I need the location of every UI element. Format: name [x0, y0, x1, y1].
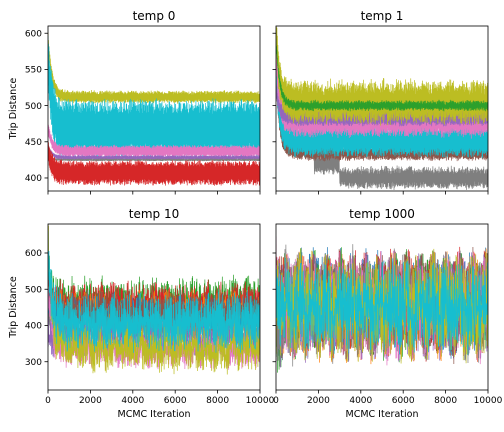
series-line-chain-purple	[48, 143, 260, 161]
plot-frame	[47, 25, 261, 192]
x-tick-label: 4000	[349, 396, 372, 406]
x-tick-label: 10000	[474, 396, 503, 406]
x-axis-label: MCMC Iteration	[346, 409, 419, 420]
series-line-chain-cyan	[48, 36, 260, 160]
x-tick-label: 2000	[79, 396, 102, 406]
traces	[276, 26, 488, 190]
x-tick-label: 8000	[206, 396, 229, 406]
x-tick-label: 8000	[434, 396, 457, 406]
series-line-chain-cyan	[276, 258, 488, 356]
series-line-chain-olive	[48, 32, 260, 104]
y-tick-label: 300	[25, 358, 42, 368]
series-line-chain-gray	[48, 155, 260, 162]
panel-temp-0: temp 0 400 450 500 550 600 Trip Distance	[8, 9, 261, 195]
x-tick-label: 0	[45, 396, 51, 406]
x-tick-label: 10000	[246, 396, 275, 406]
plot-frame	[275, 223, 489, 391]
x-axis-label: MCMC Iteration	[118, 409, 191, 420]
y-axis-label: Trip Distance	[8, 276, 19, 339]
y-tick-label: 400	[25, 322, 42, 332]
panel-title: temp 1	[361, 9, 404, 23]
series-line-chain-brown	[48, 288, 260, 333]
panel-title: temp 0	[133, 9, 176, 23]
traces	[276, 236, 488, 373]
plot-frame	[47, 223, 261, 391]
series-line-chain-olive	[276, 26, 488, 126]
y-tick-label: 400	[25, 174, 42, 184]
traces	[48, 224, 260, 375]
series-line-chain-green	[276, 38, 488, 112]
x-tick-label: 2000	[307, 396, 330, 406]
y-tick-label: 600	[25, 249, 42, 259]
y-tick-label: 450	[25, 138, 42, 148]
x-tick-label: 4000	[121, 396, 144, 406]
plot-frame	[275, 25, 489, 192]
panel-temp-1: temp 1	[272, 9, 489, 195]
traces	[48, 32, 260, 186]
y-tick-label: 600	[25, 29, 42, 39]
panel-title: temp 1000	[349, 207, 415, 221]
series-line-chain-pink	[48, 124, 260, 158]
series-line-chain-red	[48, 140, 260, 186]
panel-temp-1000: temp 1000 0 2000 4000 6000 8000 10000 MCMC Iter…	[272, 207, 503, 420]
y-tick-label: 500	[25, 102, 42, 112]
x-tick-label: 0	[273, 396, 279, 406]
series-line-chain-cyan	[48, 231, 260, 353]
y-tick-label: 550	[25, 66, 42, 76]
y-axis-label: Trip Distance	[8, 78, 19, 141]
x-tick-label: 6000	[392, 396, 415, 406]
x-tick-label: 6000	[164, 396, 187, 406]
y-tick-label: 500	[25, 285, 42, 295]
panel-title: temp 10	[129, 207, 179, 221]
